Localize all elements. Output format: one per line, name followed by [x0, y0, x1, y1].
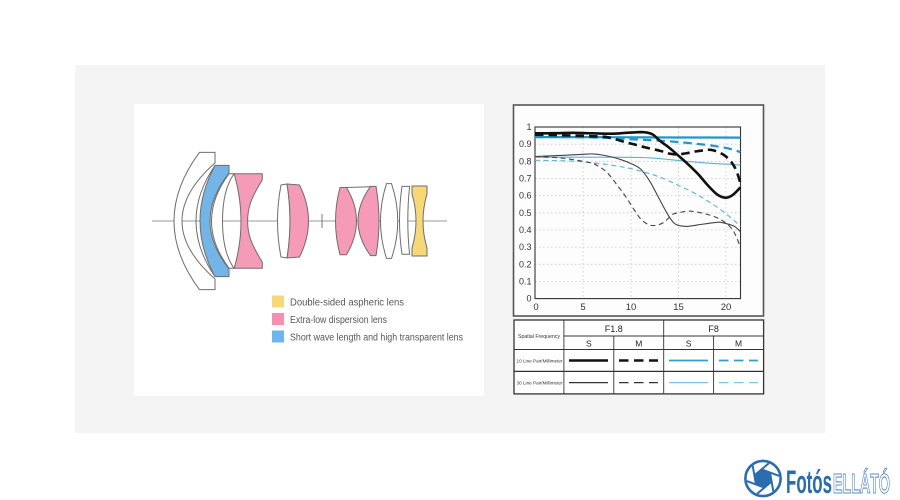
- svg-text:M: M: [635, 338, 642, 348]
- svg-text:5: 5: [580, 302, 585, 313]
- svg-text:15: 15: [673, 302, 684, 313]
- svg-text:10: 10: [626, 302, 637, 313]
- svg-text:0.5: 0.5: [519, 208, 532, 218]
- svg-text:0.6: 0.6: [519, 191, 532, 201]
- svg-text:0.1: 0.1: [519, 276, 532, 286]
- svg-text:0.3: 0.3: [519, 242, 532, 252]
- svg-text:10 Line Pair/Millimeter: 10 Line Pair/Millimeter: [517, 358, 563, 364]
- svg-text:Double-sided aspheric lens: Double-sided aspheric lens: [290, 298, 404, 309]
- svg-text:F8: F8: [708, 324, 719, 334]
- svg-text:Short wave length and high tra: Short wave length and high transparent l…: [290, 333, 463, 344]
- svg-text:M: M: [735, 338, 742, 348]
- svg-text:S: S: [586, 338, 592, 348]
- svg-text:F1.8: F1.8: [605, 324, 623, 334]
- svg-text:0.8: 0.8: [519, 156, 532, 166]
- svg-text:20: 20: [721, 302, 732, 313]
- svg-text:0: 0: [533, 302, 538, 313]
- svg-text:1: 1: [526, 122, 531, 132]
- svg-text:30 Line Pair/Millimeter: 30 Line Pair/Millimeter: [517, 380, 563, 386]
- svg-text:ELLÁTÓ: ELLÁTÓ: [833, 468, 890, 499]
- svg-text:Fotós: Fotós: [786, 464, 832, 500]
- svg-text:Spatial Frequency: Spatial Frequency: [518, 334, 560, 340]
- svg-text:0: 0: [526, 294, 531, 304]
- svg-text:S: S: [686, 338, 692, 348]
- svg-text:0.2: 0.2: [519, 259, 532, 269]
- svg-text:0.9: 0.9: [519, 139, 532, 149]
- svg-text:0.7: 0.7: [519, 174, 532, 184]
- svg-text:0.4: 0.4: [519, 225, 532, 235]
- svg-text:Extra-low dispersion lens: Extra-low dispersion lens: [290, 315, 387, 326]
